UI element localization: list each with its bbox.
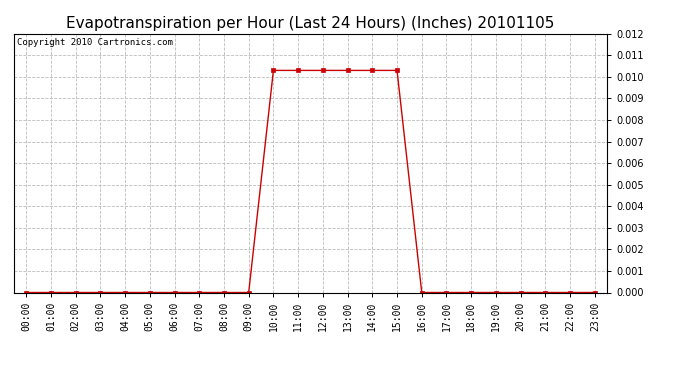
Title: Evapotranspiration per Hour (Last 24 Hours) (Inches) 20101105: Evapotranspiration per Hour (Last 24 Hou… [66,16,555,31]
Text: Copyright 2010 Cartronics.com: Copyright 2010 Cartronics.com [17,38,172,46]
